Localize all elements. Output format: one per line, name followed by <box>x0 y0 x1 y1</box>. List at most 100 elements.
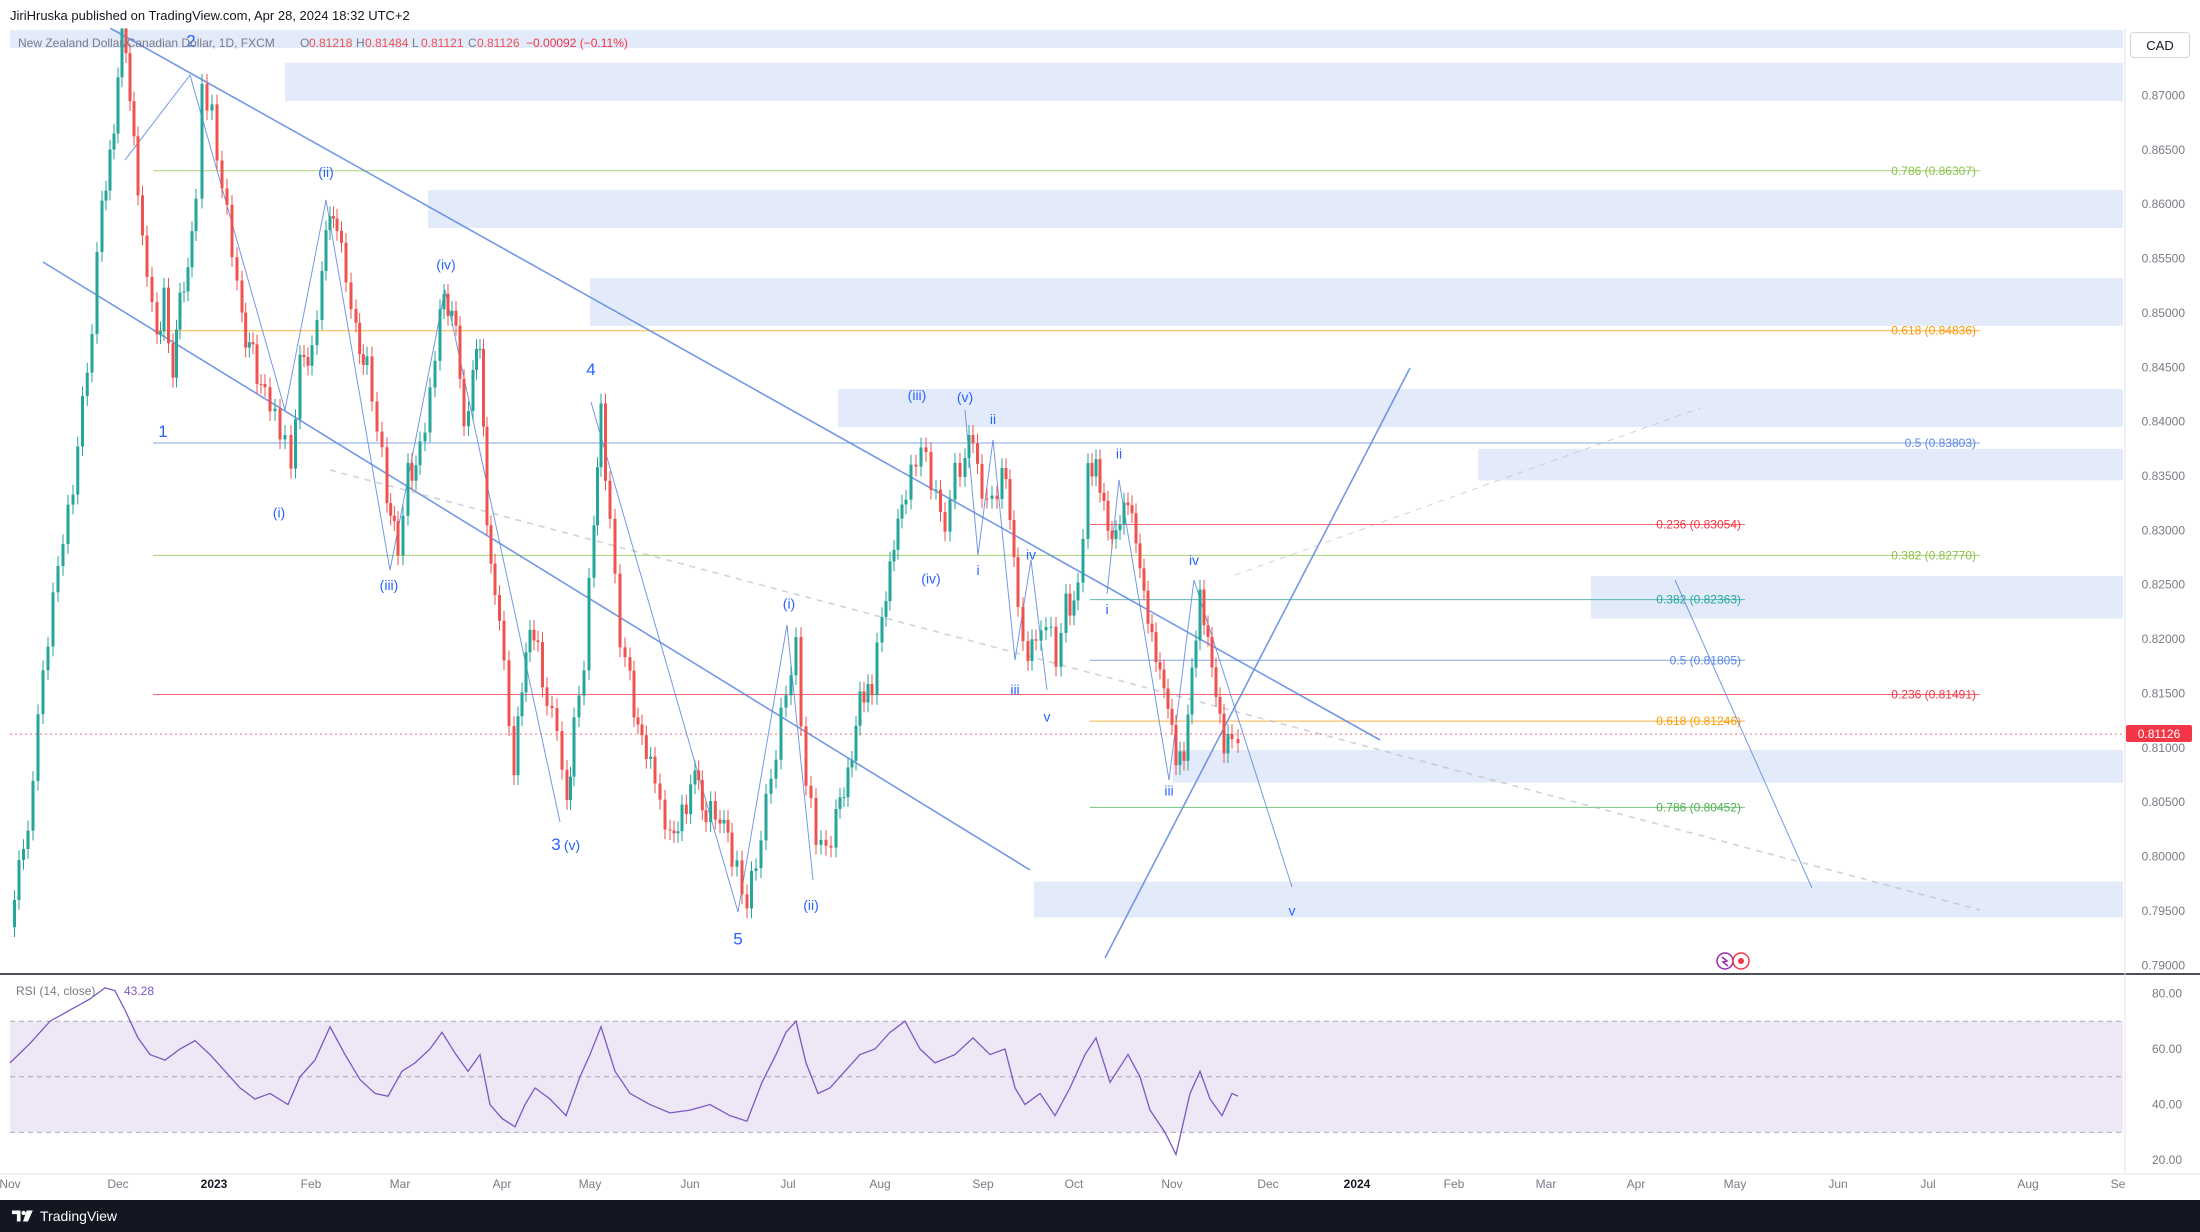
time-tick-label: Jun <box>1828 1177 1847 1191</box>
candle-body <box>454 310 458 326</box>
candle-body <box>159 331 162 335</box>
publish-header: JiriHruska published on TradingView.com,… <box>0 0 2200 28</box>
candle-body <box>104 190 108 201</box>
candle-body <box>536 640 540 643</box>
candle-body <box>572 717 576 777</box>
candle-body <box>235 257 239 281</box>
rsi-pane <box>9 987 2125 1157</box>
candle-body <box>1034 639 1038 641</box>
candle-body <box>904 499 908 505</box>
candle-body <box>66 504 70 545</box>
candle-body <box>1222 713 1226 754</box>
fib-label: 0.236 (0.81491) <box>1891 687 1976 701</box>
price-tick-label: 0.83000 <box>2142 523 2186 537</box>
wave-label: (iv) <box>921 571 940 587</box>
candle-body <box>1086 463 1090 539</box>
time-tick-label: Dec <box>1257 1177 1278 1191</box>
event-markers[interactable] <box>1716 952 1750 970</box>
ohlc-value-l: 0.81121 <box>421 36 464 50</box>
candle-body <box>596 467 599 526</box>
candle-body <box>900 504 904 519</box>
fib-label: 0.5 (0.83803) <box>1905 436 1976 450</box>
candle-body <box>225 188 229 205</box>
ohlc-key-c: C <box>468 36 477 50</box>
time-tick-label: Nov <box>1161 1177 1182 1191</box>
candle-body <box>934 489 938 491</box>
candle-body <box>471 370 475 412</box>
candle-body <box>658 783 662 800</box>
wave-label: v <box>1044 709 1051 725</box>
tradingview-brand[interactable]: TradingView <box>12 1208 117 1224</box>
candle-body <box>289 434 293 469</box>
candle-body <box>298 354 302 420</box>
candle-body <box>478 348 482 350</box>
price-tick-label: 0.86500 <box>2142 143 2186 157</box>
wave-label: ii <box>990 411 996 427</box>
rsi-legend[interactable]: RSI (14, close) <box>16 984 95 998</box>
candle-body <box>71 494 75 505</box>
resistance-zone <box>285 62 2123 101</box>
tradingview-wordmark: TradingView <box>40 1208 118 1224</box>
candle-body <box>423 432 427 442</box>
projection-line <box>1234 407 1701 576</box>
wave-label: (ii) <box>318 164 334 180</box>
wave-label: (v) <box>564 837 580 853</box>
time-tick-label: Mar <box>390 1177 411 1191</box>
candle-body <box>332 216 335 219</box>
candle-body <box>550 705 554 709</box>
candle-body <box>804 726 808 786</box>
candle-body <box>128 53 132 102</box>
wave-label: 5 <box>733 930 742 949</box>
candle-body <box>834 809 838 848</box>
price-tick-label: 0.87000 <box>2142 88 2186 102</box>
candle-body <box>819 839 823 845</box>
candle-body <box>524 652 528 693</box>
top-zone <box>10 30 2123 48</box>
candle-body <box>854 725 858 761</box>
candle-body <box>569 776 572 801</box>
candle-body <box>194 198 198 232</box>
candle-body <box>132 101 136 137</box>
candle-body <box>1194 640 1198 668</box>
candle-body <box>375 401 379 432</box>
candle-body <box>613 518 617 574</box>
candle-body <box>178 292 182 330</box>
ohlc-key-l: L <box>412 36 419 50</box>
candle-body <box>1142 568 1146 591</box>
candle-body <box>442 293 446 310</box>
candle-body <box>81 396 84 447</box>
candle-body <box>450 310 454 316</box>
candle-body <box>958 462 962 478</box>
wave-line <box>189 74 286 411</box>
candle-body <box>582 670 586 696</box>
published-info: JiriHruska published on TradingView.com,… <box>10 8 410 23</box>
candle-body <box>1094 459 1098 477</box>
candle-body <box>914 464 918 467</box>
candle-body <box>36 714 40 781</box>
candle-body <box>124 28 128 54</box>
candle-body <box>315 320 319 346</box>
fib-label: 0.618 (0.81246) <box>1656 714 1741 728</box>
wave-label: v <box>1289 902 1296 918</box>
candle-body <box>1162 669 1166 689</box>
candle-body <box>608 480 612 519</box>
price-tick-label: 0.85500 <box>2142 252 2186 266</box>
candle-body <box>718 819 722 824</box>
wave-label: iv <box>1026 547 1036 563</box>
symbol-legend[interactable]: New Zealand Dollar/Canadian Dollar, 1D, … <box>18 36 275 50</box>
candle-body <box>953 462 957 500</box>
wave-label: i <box>1105 601 1108 617</box>
candle-body <box>310 345 314 366</box>
time-tick-label: Jul <box>1920 1177 1935 1191</box>
candle-body <box>485 426 489 526</box>
candle-body <box>259 383 263 385</box>
currency-button[interactable]: CAD <box>2130 32 2190 58</box>
candle-body <box>730 832 734 867</box>
candle-body <box>809 785 813 799</box>
candle-body <box>324 230 328 271</box>
candle-body <box>1044 626 1048 631</box>
candle-body <box>306 357 310 366</box>
candle-body <box>924 447 928 453</box>
candle-body <box>842 797 846 799</box>
